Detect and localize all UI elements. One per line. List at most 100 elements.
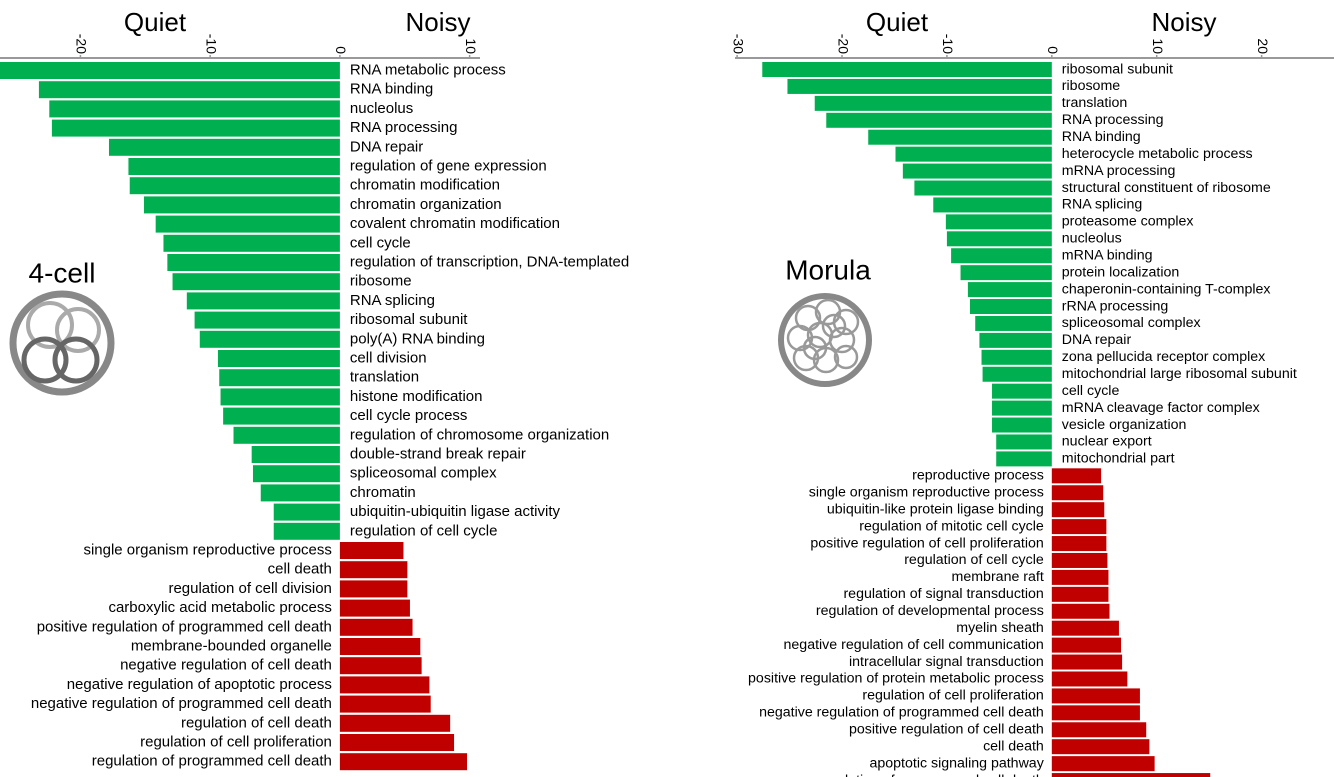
- bar: [339, 676, 430, 694]
- category-label: cell division: [350, 349, 427, 366]
- category-label: RNA splicing: [1062, 197, 1142, 213]
- category-label: RNA binding: [1062, 129, 1141, 145]
- category-label: positive regulation of cell proliferatio…: [810, 535, 1043, 551]
- category-label: chromatin: [350, 484, 416, 501]
- bar: [0, 62, 340, 79]
- x-tick-label: 0: [333, 46, 349, 54]
- cell-icon-4cell: [9, 290, 115, 396]
- bar: [273, 503, 340, 521]
- bar: [339, 695, 431, 713]
- category-label: nucleolus: [350, 100, 413, 117]
- bar: [933, 197, 1052, 213]
- bar: [251, 446, 340, 463]
- category-label: mRNA binding: [1062, 247, 1153, 263]
- category-label: cell cycle: [1062, 383, 1120, 399]
- category-label: positive regulation of cell death: [849, 722, 1044, 738]
- category-label: RNA processing: [1062, 112, 1164, 128]
- bar: [339, 561, 408, 579]
- bar: [144, 196, 340, 214]
- category-label: regulation of transcription, DNA-templat…: [350, 253, 629, 270]
- category-label: negative regulation of apoptotic process: [67, 676, 332, 693]
- bar: [339, 657, 422, 675]
- category-label: negative regulation of programmed cell d…: [759, 705, 1044, 721]
- annotation-left: Quiet: [866, 7, 929, 37]
- bar: [339, 714, 451, 732]
- category-label: nuclear export: [1062, 434, 1152, 450]
- category-label: structural constituent of ribosome: [1062, 180, 1271, 196]
- category-label: regulation of cell cycle: [350, 522, 498, 539]
- bar: [996, 451, 1052, 467]
- bar: [814, 95, 1052, 111]
- bar: [975, 315, 1052, 331]
- category-label: regulation of cell proliferation: [140, 733, 332, 750]
- category-label: proteasome complex: [1062, 214, 1194, 230]
- category-label: regulation of cell proliferation: [862, 688, 1043, 704]
- bar: [902, 163, 1052, 179]
- bar: [129, 177, 340, 195]
- category-label: cell death: [983, 738, 1044, 754]
- bar: [1051, 586, 1109, 602]
- bar: [186, 292, 340, 310]
- x-tick-label: 10: [1150, 38, 1166, 54]
- x-tick-label: -10: [940, 34, 956, 54]
- bar: [1051, 569, 1109, 585]
- bar: [252, 465, 340, 483]
- chart-title: Morula: [785, 254, 871, 285]
- category-label: ubiquitin-ubiquitin ligase activity: [350, 503, 561, 520]
- bar: [992, 417, 1052, 433]
- category-label: negative regulation of cell death: [120, 657, 332, 674]
- bar: [339, 542, 404, 559]
- x-tick-label: -20: [835, 34, 851, 54]
- category-label: spliceosomal complex: [350, 465, 497, 482]
- category-label: ubiquitin-like protein ligase binding: [827, 501, 1044, 517]
- category-label: DNA repair: [350, 138, 423, 155]
- category-label: rRNA processing: [1062, 298, 1168, 314]
- bar: [992, 400, 1052, 416]
- bar: [1051, 671, 1128, 687]
- category-label: membrane raft: [952, 569, 1044, 585]
- bar: [108, 138, 340, 156]
- bar: [946, 231, 1052, 247]
- bar: [217, 350, 340, 367]
- x-tick-label: -10: [203, 34, 219, 54]
- bar: [982, 366, 1052, 382]
- bar: [979, 332, 1052, 348]
- bar: [172, 273, 340, 291]
- category-label: negative regulation of programmed cell d…: [31, 695, 332, 712]
- category-label: poly(A) RNA binding: [350, 330, 485, 347]
- category-label: regulation of chromosome organization: [350, 426, 609, 443]
- bar: [914, 180, 1052, 196]
- bar: [996, 434, 1052, 450]
- category-label: positive regulation of programmed cell d…: [37, 618, 332, 635]
- bar: [1051, 773, 1211, 777]
- category-label: positive regulation of protein metabolic…: [748, 671, 1044, 687]
- category-label: chromatin organization: [350, 196, 502, 213]
- bar: [339, 638, 421, 655]
- bar: [981, 349, 1052, 365]
- category-label: mitochondrial large ribosomal subunit: [1062, 366, 1297, 382]
- category-label: cell cycle: [350, 234, 411, 251]
- bar: [1051, 654, 1123, 670]
- chart-title: 4-cell: [29, 257, 96, 288]
- category-label: ribosome: [1062, 78, 1120, 94]
- bar: [260, 484, 340, 502]
- bar: [51, 119, 340, 137]
- category-label: heterocycle metabolic process: [1062, 146, 1253, 162]
- bar: [1051, 688, 1140, 704]
- bar: [1051, 637, 1122, 653]
- category-label: regulation of mitotic cell cycle: [859, 518, 1044, 534]
- bar: [339, 599, 410, 617]
- bar: [960, 265, 1052, 281]
- category-label: regulation of gene expression: [350, 157, 547, 174]
- bar: [223, 407, 340, 425]
- annotation-right: Noisy: [405, 7, 470, 37]
- bar: [155, 215, 340, 233]
- category-label: ribosome: [350, 273, 412, 290]
- bar: [1051, 739, 1150, 755]
- category-label: carboxylic acid metabolic process: [108, 599, 331, 616]
- category-label: ribosomal subunit: [1062, 61, 1173, 77]
- category-label: vesicle organization: [1062, 417, 1187, 433]
- bar: [339, 734, 455, 751]
- category-label: cell death: [268, 561, 332, 578]
- x-tick-label: -30: [730, 34, 746, 54]
